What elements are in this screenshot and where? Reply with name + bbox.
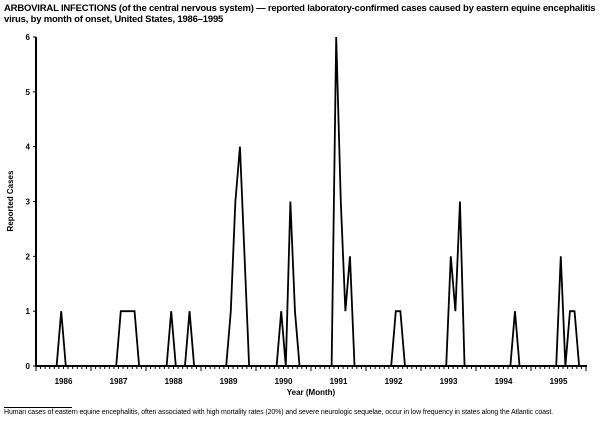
x-tick-label: 1994 [495,377,513,386]
footnote: Human cases of eastern equine encephalit… [4,409,554,416]
x-tick-label: 1995 [550,377,568,386]
y-tick-label: 6 [26,33,31,42]
chart-title: ARBOVIRAL INFECTIONS (of the central ner… [4,3,596,25]
y-tick-label: 3 [26,198,31,207]
x-tick-label: 1992 [385,377,403,386]
x-tick-label: 1986 [55,377,73,386]
x-tick-label: 1987 [110,377,128,386]
x-tick-label: 1991 [330,377,348,386]
x-tick-label: 1993 [440,377,458,386]
x-tick-label: 1990 [275,377,293,386]
footnote-rule [4,407,72,408]
y-tick-label: 5 [26,88,31,97]
x-tick-label: 1989 [220,377,238,386]
x-axis-label: Year (Month) [287,388,336,397]
marks [38,36,584,367]
x-tick-label: 1988 [165,377,183,386]
series-line [38,36,584,367]
y-tick-label: 4 [26,143,31,152]
y-tick-label: 0 [26,362,31,371]
y-tick-label: 1 [26,307,31,316]
y-tick-label: 2 [26,252,31,261]
axes: 0 1 2 3 4 5 6 1986 1987 1988 1989 1990 1991 1992 1993 1… [26,33,587,386]
y-axis-label: Reported Cases [6,170,15,231]
